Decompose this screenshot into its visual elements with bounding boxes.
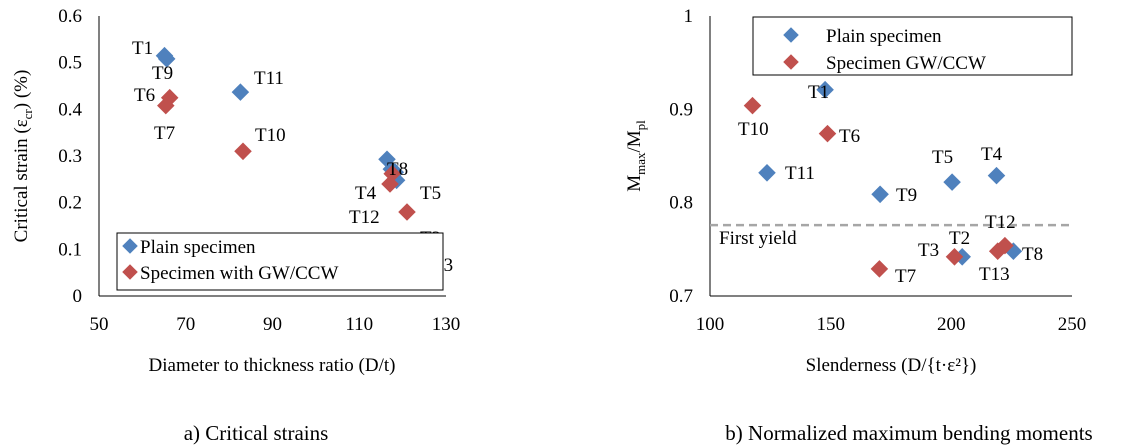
chart-a-points <box>155 46 416 221</box>
point-label-t4: T4 <box>981 144 1003 165</box>
legend-marker-plain <box>122 238 138 254</box>
chart-a-y-tick: 0.6 <box>58 6 82 27</box>
point-label-t4: T4 <box>355 183 377 204</box>
point-t10-gw <box>743 96 762 115</box>
chart-b-points <box>743 80 1023 278</box>
chart-a-legend-box <box>116 232 444 291</box>
point-t5-plain <box>943 173 961 191</box>
point-t9-plain <box>871 185 889 204</box>
chart-b-legend: Plain specimen Specimen GW/CCW <box>752 16 1073 76</box>
chart-b-x-tick: 150 <box>816 314 845 335</box>
chart-b-legend-box <box>752 16 1073 76</box>
point-t11-plain <box>758 164 776 182</box>
point-t1-plain <box>816 80 834 99</box>
chart-a-y-tick: 0.4 <box>58 99 82 120</box>
chart-a-x-tick: 70 <box>176 314 195 335</box>
point-label-t2: T2 <box>949 228 970 249</box>
point-label-t8: T8 <box>387 159 408 180</box>
chart-a-caption: a) Critical strains <box>184 421 329 445</box>
point-t4-plain <box>987 166 1006 185</box>
chart-a-legend-plain: Plain specimen <box>140 237 256 258</box>
point-label-t5: T5 <box>420 183 441 204</box>
point-label-t13: T13 <box>979 264 1010 285</box>
point-label-t9: T9 <box>152 63 173 84</box>
point-t10-gw <box>234 142 252 161</box>
chart-b-y-tick: 0.8 <box>669 193 693 214</box>
point-label-t12: T12 <box>349 207 380 228</box>
point-label-t11: T11 <box>254 68 284 89</box>
point-label-t9: T9 <box>896 185 917 206</box>
point-label-t12: T12 <box>985 212 1016 233</box>
chart-a-y-tick: 0.5 <box>58 53 82 74</box>
point-label-t10: T10 <box>255 125 286 146</box>
chart-a-y-tick: 0.1 <box>58 239 82 260</box>
chart-a-y-tick: 0 <box>73 286 83 307</box>
point-t11-plain <box>231 83 250 101</box>
point-label-t11: T11 <box>785 163 815 184</box>
point-t7-gw <box>870 260 889 278</box>
chart-b-x-tick: 250 <box>1058 314 1087 335</box>
chart-a-y-tick: 0.3 <box>58 146 82 167</box>
chart-a-legend-gw: Specimen with GW/CCW <box>140 263 338 284</box>
chart-b-point-labels: T1 T11 T9 T5 T4 T2 T8 T10 T6 T7 T3 T13 T… <box>738 82 1043 287</box>
chart-a-x-ticks: 50 70 90 110 130 <box>90 314 461 335</box>
chart-a-legend: Plain specimen Specimen with GW/CCW <box>116 232 444 291</box>
chart-b-y-label: Mmax/Mpl <box>624 120 648 192</box>
point-label-t6: T6 <box>839 126 860 147</box>
chart-b: 100 150 200 250 0.7 0.8 0.9 1 Slendernes… <box>624 6 1093 445</box>
point-t6-gw <box>818 124 837 143</box>
chart-b-x-label: Slenderness (D/{t·ε²}) <box>806 355 977 376</box>
chart-b-x-tick: 200 <box>937 314 966 335</box>
chart-a-y-label: Critical strain (εcr) (%) <box>11 70 35 243</box>
chart-b-y-tick: 0.7 <box>669 286 693 307</box>
chart-a-x-tick: 110 <box>345 314 373 335</box>
chart-a: 50 70 90 110 130 0 0.1 0.2 0.3 0.4 0.5 0… <box>11 6 460 445</box>
chart-b-legend-plain: Plain specimen <box>826 26 942 47</box>
point-label-t6: T6 <box>134 85 155 106</box>
point-label-t10: T10 <box>738 119 769 140</box>
point-label-t8: T8 <box>1022 244 1043 265</box>
chart-b-y-ticks: 0.7 0.8 0.9 1 <box>669 6 693 307</box>
chart-a-x-label: Diameter to thickness ratio (D/t) <box>149 355 396 376</box>
point-label-t7: T7 <box>154 123 175 144</box>
chart-b-legend-gw: Specimen GW/CCW <box>826 53 986 74</box>
chart-b-caption: b) Normalized maximum bending moments <box>725 421 1092 445</box>
point-label-t5: T5 <box>932 147 953 168</box>
point-label-t1: T1 <box>132 38 153 59</box>
point-label-t7: T7 <box>895 266 916 287</box>
chart-b-x-ticks: 100 150 200 250 <box>696 314 1087 335</box>
chart-a-x-tick: 130 <box>432 314 461 335</box>
chart-a-x-tick: 90 <box>263 314 282 335</box>
chart-b-x-tick: 100 <box>696 314 725 335</box>
point-t3-gw <box>398 203 416 221</box>
point-label-t1: T1 <box>808 82 829 103</box>
chart-b-y-tick: 1 <box>684 6 694 27</box>
chart-a-y-tick: 0.2 <box>58 193 82 214</box>
point-label-t3: T3 <box>918 240 939 261</box>
point-t12-gw <box>996 236 1014 255</box>
chart-a-y-ticks: 0 0.1 0.2 0.3 0.4 0.5 0.6 <box>58 6 82 307</box>
chart-a-x-tick: 50 <box>90 314 109 335</box>
first-yield-label: First yield <box>719 228 797 249</box>
point-t3-gw <box>945 248 964 266</box>
chart-b-y-tick: 0.9 <box>669 99 693 120</box>
